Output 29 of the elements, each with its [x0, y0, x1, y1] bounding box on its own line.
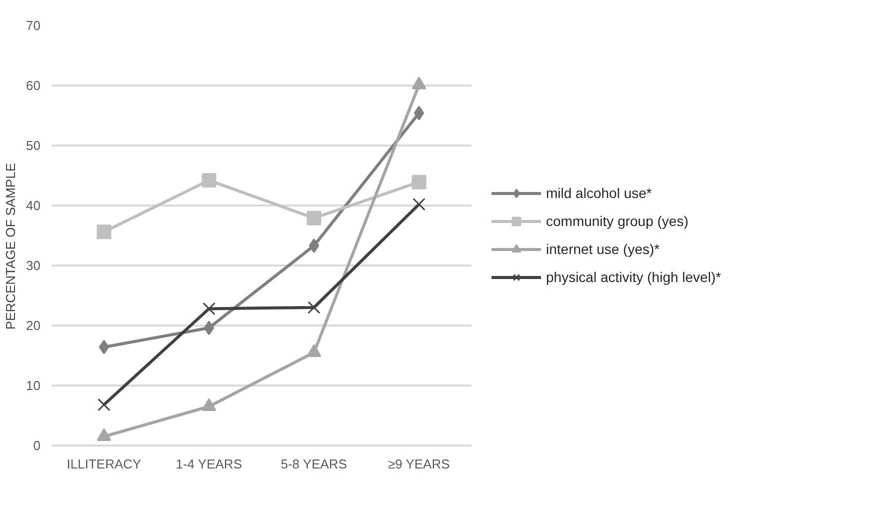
point	[98, 340, 110, 354]
y-tick-label: 70	[26, 18, 41, 33]
point	[412, 174, 426, 190]
point	[96, 224, 112, 240]
y-tick-label: 30	[26, 258, 41, 273]
y-tick-label: 0	[33, 438, 41, 453]
y-tick-label: 60	[26, 78, 41, 93]
y-tick-label: 10	[26, 378, 41, 393]
y-axis-title: PERCENTAGE OF SAMPLE	[3, 162, 18, 330]
point	[98, 398, 110, 412]
legend-label: internet use (yes)*	[546, 241, 660, 257]
x-tick-label: 1-4 YEARS	[176, 456, 242, 472]
x-tick-label: ≥9 YEARS	[388, 456, 450, 472]
legend-label: community group (yes)	[546, 213, 688, 229]
point	[202, 302, 216, 316]
point	[306, 210, 322, 226]
point	[414, 106, 424, 120]
x-tick-label: ILLITERACY	[66, 456, 142, 472]
legend-label: mild alcohol use*	[546, 185, 652, 201]
point	[412, 198, 426, 211]
point	[308, 238, 320, 253]
y-tick-label: 50	[26, 138, 41, 153]
point	[308, 301, 320, 314]
y-tick-label: 40	[26, 198, 41, 213]
y-tick-label: 20	[26, 318, 41, 333]
legend-label: physical activity (high level)*	[546, 269, 722, 285]
point	[202, 173, 216, 188]
point	[204, 320, 214, 336]
x-tick-label: 5-8 YEARS	[280, 456, 348, 472]
